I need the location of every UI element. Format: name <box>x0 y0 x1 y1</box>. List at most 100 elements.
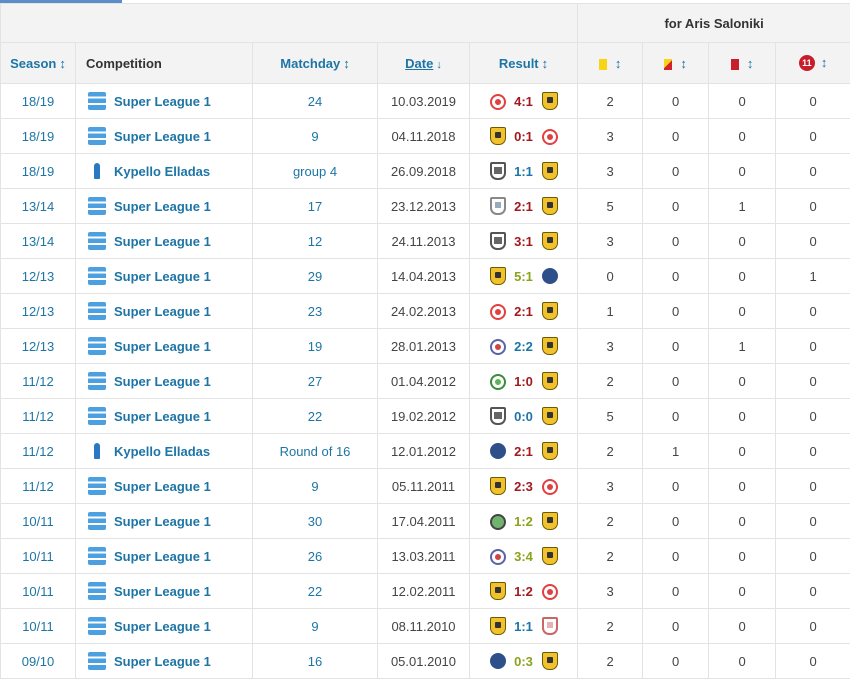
matchday-cell[interactable]: 27 <box>252 363 378 399</box>
season-link[interactable]: 11/12 <box>22 443 54 459</box>
season-cell[interactable]: 13/14 <box>0 223 76 259</box>
star-crest-icon[interactable] <box>489 653 506 669</box>
matchday-link[interactable]: 9 <box>311 618 319 634</box>
match-score[interactable]: 2:1 <box>514 303 533 319</box>
match-score[interactable]: 4:1 <box>514 93 533 109</box>
olympiakos-crest-icon[interactable] <box>489 93 506 110</box>
matchday-cell[interactable]: group 4 <box>252 153 378 189</box>
competition-cell[interactable]: Super League 1 <box>75 188 253 224</box>
result-cell[interactable]: 0:1 <box>468 118 579 154</box>
season-link[interactable]: 11/12 <box>22 478 54 494</box>
season-link[interactable]: 18/19 <box>21 128 55 144</box>
season-cell[interactable]: 18/19 <box>0 83 76 119</box>
super-league-logo-icon[interactable] <box>88 582 106 600</box>
aris-crest-icon[interactable] <box>541 337 558 355</box>
col-penalties[interactable]: 11 ↕ <box>775 42 850 84</box>
matchday-cell[interactable]: Round of 16 <box>252 433 378 469</box>
match-score[interactable]: 5:1 <box>514 268 533 284</box>
olympiakos-crest-icon[interactable] <box>541 478 558 495</box>
match-score[interactable]: 0:3 <box>514 653 533 669</box>
competition-link[interactable]: Super League 1 <box>114 93 211 109</box>
star-crest-icon[interactable] <box>541 268 558 284</box>
matchday-cell[interactable]: 12 <box>252 223 378 259</box>
aris-crest-icon[interactable] <box>489 582 506 600</box>
paok-crest-icon[interactable] <box>489 407 506 425</box>
competition-link[interactable]: Super League 1 <box>114 513 211 529</box>
result-cell[interactable]: 3:1 <box>468 223 579 259</box>
matchday-link[interactable]: 19 <box>307 338 323 354</box>
star-crest-icon[interactable] <box>489 443 506 459</box>
result-cell[interactable]: 4:1 <box>468 83 579 119</box>
competition-cell[interactable]: Super League 1 <box>75 363 253 399</box>
season-cell[interactable]: 13/14 <box>0 188 76 224</box>
match-score[interactable]: 0:1 <box>514 128 533 144</box>
matchday-cell[interactable]: 30 <box>252 503 378 539</box>
matchday-cell[interactable]: 26 <box>252 538 378 574</box>
season-link[interactable]: 18/19 <box>21 163 55 179</box>
aris-crest-icon[interactable] <box>541 442 558 460</box>
season-cell[interactable]: 12/13 <box>0 293 76 329</box>
competition-link[interactable]: Super League 1 <box>114 583 211 599</box>
aris-crest-icon[interactable] <box>541 197 558 215</box>
season-cell[interactable]: 10/11 <box>0 608 76 644</box>
result-cell[interactable]: 0:0 <box>468 398 579 434</box>
season-link[interactable]: 11/12 <box>22 373 54 389</box>
col-red-cards[interactable]: ↕ <box>708 42 777 84</box>
aris-crest-icon[interactable] <box>541 302 558 320</box>
season-link[interactable]: 09/10 <box>21 653 55 669</box>
competition-cell[interactable]: Kypello Elladas <box>75 433 253 469</box>
season-cell[interactable]: 11/12 <box>0 398 76 434</box>
season-cell[interactable]: 12/13 <box>0 258 76 294</box>
season-cell[interactable]: 10/11 <box>0 573 76 609</box>
olympiakos-crest-icon[interactable] <box>541 128 558 145</box>
match-score[interactable]: 2:3 <box>514 478 533 494</box>
matchday-link[interactable]: 23 <box>307 303 323 319</box>
matchday-link[interactable]: 22 <box>307 583 323 599</box>
olympiakos-crest-icon[interactable] <box>489 303 506 320</box>
result-cell[interactable]: 2:3 <box>468 468 579 504</box>
super-league-logo-icon[interactable] <box>88 652 106 670</box>
competition-link[interactable]: Kypello Elladas <box>114 163 211 179</box>
result-cell[interactable]: 2:1 <box>468 293 579 329</box>
matchday-cell[interactable]: 22 <box>252 398 378 434</box>
round-blue-crest-icon[interactable] <box>489 548 506 565</box>
match-score[interactable]: 1:0 <box>514 373 533 389</box>
competition-cell[interactable]: Super League 1 <box>75 503 253 539</box>
result-cell[interactable]: 1:0 <box>468 363 579 399</box>
col-date[interactable]: Date ↓ <box>377 42 470 84</box>
season-link[interactable]: 18/19 <box>21 93 55 109</box>
super-league-logo-icon[interactable] <box>88 407 106 425</box>
matchday-link[interactable]: 27 <box>307 373 323 389</box>
season-link[interactable]: 12/13 <box>21 268 55 284</box>
season-cell[interactable]: 11/12 <box>0 433 76 469</box>
competition-cell[interactable]: Super League 1 <box>75 538 253 574</box>
matchday-link[interactable]: 29 <box>307 268 323 284</box>
col-yellow-cards[interactable]: ↕ <box>577 42 644 84</box>
match-score[interactable]: 3:4 <box>514 548 533 564</box>
match-score[interactable]: 0:0 <box>514 408 533 424</box>
competition-link[interactable]: Kypello Elladas <box>114 443 211 459</box>
super-league-logo-icon[interactable] <box>88 267 106 285</box>
matchday-cell[interactable]: 9 <box>252 118 378 154</box>
matchday-link[interactable]: group 4 <box>292 163 338 179</box>
result-cell[interactable]: 5:1 <box>468 258 579 294</box>
competition-link[interactable]: Super League 1 <box>114 478 211 494</box>
season-link[interactable]: 10/11 <box>22 618 54 634</box>
season-link[interactable]: 10/11 <box>22 583 54 599</box>
matchday-cell[interactable]: 29 <box>252 258 378 294</box>
matchday-link[interactable]: 12 <box>307 233 323 249</box>
season-link[interactable]: 13/14 <box>21 198 55 214</box>
aris-crest-icon[interactable] <box>489 127 506 145</box>
aris-crest-icon[interactable] <box>489 617 506 635</box>
competition-cell[interactable]: Super League 1 <box>75 643 253 679</box>
super-league-logo-icon[interactable] <box>88 337 106 355</box>
matchday-cell[interactable]: 22 <box>252 573 378 609</box>
matchday-cell[interactable]: 16 <box>252 643 378 679</box>
season-link[interactable]: 12/13 <box>21 303 55 319</box>
season-cell[interactable]: 11/12 <box>0 363 76 399</box>
season-cell[interactable]: 12/13 <box>0 328 76 364</box>
matchday-link[interactable]: 22 <box>307 408 323 424</box>
matchday-cell[interactable]: 23 <box>252 293 378 329</box>
round-blue-crest-icon[interactable] <box>489 338 506 355</box>
competition-link[interactable]: Super League 1 <box>114 373 211 389</box>
